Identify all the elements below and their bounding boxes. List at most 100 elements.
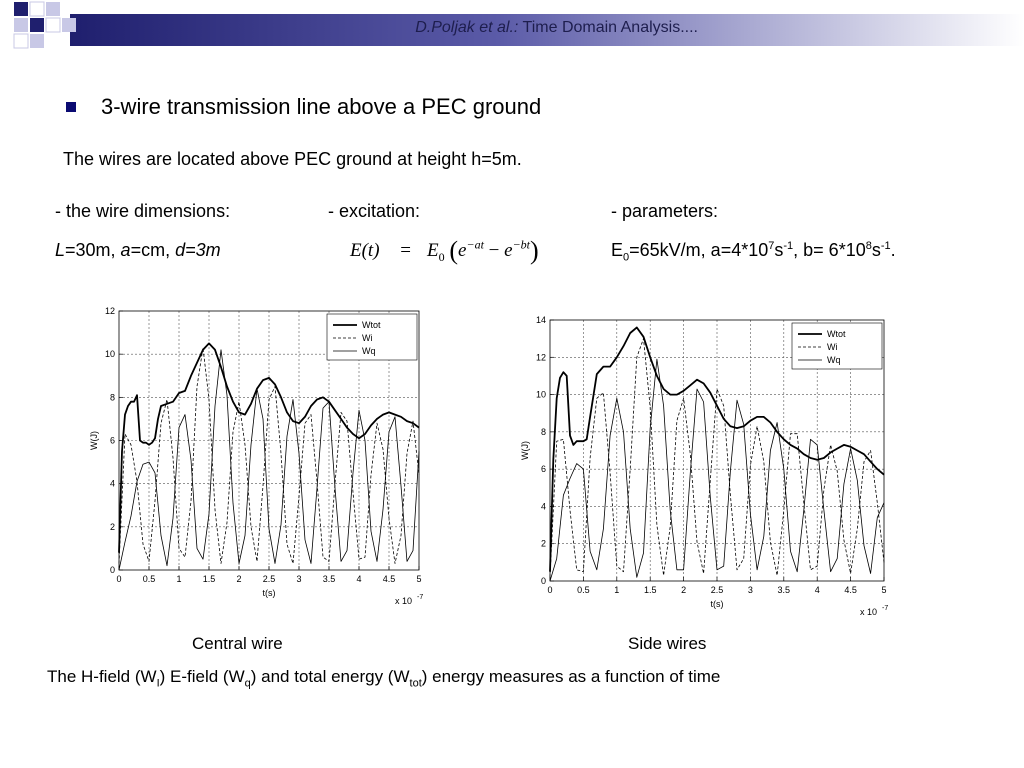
- bottom-caption-s3: tot: [409, 677, 422, 690]
- legend-box: [791, 322, 883, 370]
- y-tick-label: 12: [105, 306, 115, 316]
- x-tick-label: 4: [356, 574, 361, 584]
- y-tick-label: 8: [541, 427, 546, 437]
- bottom-caption-s1: I: [156, 677, 160, 690]
- legend-label-wi: Wi: [362, 333, 373, 343]
- x-tick-label: 2: [236, 574, 241, 584]
- dimensions-label: - the wire dimensions:: [55, 201, 231, 221]
- bottom-caption-s2: q: [244, 677, 251, 690]
- formula-e1-exp: −at: [466, 237, 484, 252]
- series-wtot: [118, 342, 420, 553]
- x-tick-label: 4.5: [844, 585, 857, 595]
- header-square: [14, 2, 28, 16]
- header-square: [14, 18, 28, 32]
- param-p1: =65kV/m, a=4*10: [629, 240, 769, 260]
- y-tick-label: 6: [110, 436, 115, 446]
- header-title: D.Poljak et al.: Time Domain Analysis...…: [0, 19, 1024, 37]
- param-p2: s: [774, 240, 784, 260]
- caption-side-wires: Side wires: [628, 634, 707, 653]
- dim-a-symbol: a: [120, 240, 131, 260]
- x-tick-label: 2.5: [263, 574, 276, 584]
- legend-box: [326, 313, 418, 361]
- x-tick-label: 1: [176, 574, 181, 584]
- x-tick-label: 3.5: [323, 574, 336, 584]
- header-title-text: Time Domain Analysis....: [518, 19, 698, 36]
- x-multiplier: x 10: [860, 607, 877, 617]
- series-wq: [549, 358, 885, 582]
- header-square: [46, 2, 60, 16]
- y-tick-label: 8: [110, 392, 115, 402]
- param-p5: .: [890, 240, 896, 260]
- header-bar: [13, 1, 1024, 49]
- dim-L-symbol: L: [55, 240, 66, 260]
- y-tick-label: 6: [541, 464, 546, 474]
- param-E-sub: 0: [623, 251, 630, 264]
- x-tick-label: 1.5: [644, 585, 657, 595]
- formula-e2: e: [504, 240, 513, 261]
- param-p2-exp: -1: [783, 240, 794, 252]
- header-square: [62, 18, 76, 32]
- y-tick-label: 10: [536, 390, 546, 400]
- header-square: [45, 17, 61, 33]
- x-tick-label: 2: [681, 585, 686, 595]
- legend-label-wi: Wi: [827, 342, 838, 352]
- caption-central-wire: Central wire: [192, 634, 283, 653]
- legend-label-wtot: Wtot: [362, 320, 381, 330]
- excitation-formula: E(t) = E0 (e−at − e−bt): [350, 236, 539, 266]
- y-tick-label: 2: [110, 522, 115, 532]
- x-tick-label: 3.5: [778, 585, 791, 595]
- x-multiplier-exponent: -7: [882, 605, 888, 612]
- header-square: [13, 33, 29, 49]
- bullet-square: [66, 102, 76, 112]
- param-p3: , b= 6*10: [793, 240, 866, 260]
- header-gradient: [70, 14, 1024, 46]
- dimensions-values: L=30m, a=cm, d=3m: [55, 240, 221, 261]
- excitation-label: - excitation:: [328, 201, 421, 221]
- y-tick-label: 0: [110, 565, 115, 575]
- x-tick-label: 0.5: [577, 585, 590, 595]
- param-p4: s: [871, 240, 881, 260]
- x-axis-label: t(s): [711, 599, 724, 609]
- legend-label-wtot: Wtot: [827, 329, 846, 339]
- main-heading: 3-wire transmission line above a PEC gro…: [101, 94, 542, 119]
- x-tick-label: 3: [748, 585, 753, 595]
- x-tick-label: 1.5: [203, 574, 216, 584]
- x-tick-label: 4.5: [383, 574, 396, 584]
- formula-e1: e: [458, 240, 467, 261]
- x-tick-label: 3: [296, 574, 301, 584]
- formula-minus: −: [488, 240, 500, 261]
- dim-a-value: =cm,: [130, 240, 176, 260]
- x-tick-label: 0.5: [143, 574, 156, 584]
- param-p4-exp: -1: [880, 240, 891, 252]
- x-multiplier: x 10: [395, 596, 412, 606]
- dim-L-value: =30m,: [65, 240, 121, 260]
- formula-paren-open: (: [449, 236, 459, 265]
- x-tick-label: 0: [116, 574, 121, 584]
- bottom-caption: The H-field (WI) E-field (Wq) and total …: [47, 667, 720, 689]
- param-E: E: [611, 240, 624, 260]
- header-square: [29, 1, 45, 17]
- chart-side-wires: 0 0.5 1 1.5 2 2.5 3 3.5 4 4.5 5 0 2 4 6 8 10 12 14 t(s) W(J)…: [520, 315, 888, 617]
- x-tick-label: 0: [547, 585, 552, 595]
- bottom-caption-t1: The H-field (W: [47, 667, 157, 686]
- x-tick-label: 5: [881, 585, 886, 595]
- formula-lhs: E(t): [350, 240, 380, 261]
- header-author: D.Poljak et al.:: [415, 19, 519, 36]
- header-square: [30, 34, 44, 48]
- x-tick-label: 4: [815, 585, 820, 595]
- formula-equals: =: [400, 240, 412, 261]
- formula-E-sub: 0: [438, 249, 445, 264]
- y-tick-label: 12: [536, 352, 546, 362]
- y-tick-label: 10: [105, 349, 115, 359]
- chart-central-wire: 0 0.5 1 1.5 2 2.5 3 3.5 4 4.5 5 0 2 4 6 8 10 12 t(s) W(J) x …: [89, 306, 423, 606]
- series-wi: [549, 338, 885, 578]
- param-p1-exp: 7: [768, 240, 775, 252]
- legend-label-wq: Wq: [827, 355, 841, 365]
- parameters-values: E0=65kV/m, a=4*107s-1, b= 6*108s-1.: [611, 240, 896, 264]
- y-tick-label: 4: [541, 501, 546, 511]
- parameters-label: - parameters:: [611, 201, 719, 221]
- y-tick-label: 0: [541, 576, 546, 586]
- header-square: [30, 18, 44, 32]
- series-wtot: [549, 326, 885, 572]
- bottom-caption-t4: ) energy measures as a function of time: [421, 667, 721, 686]
